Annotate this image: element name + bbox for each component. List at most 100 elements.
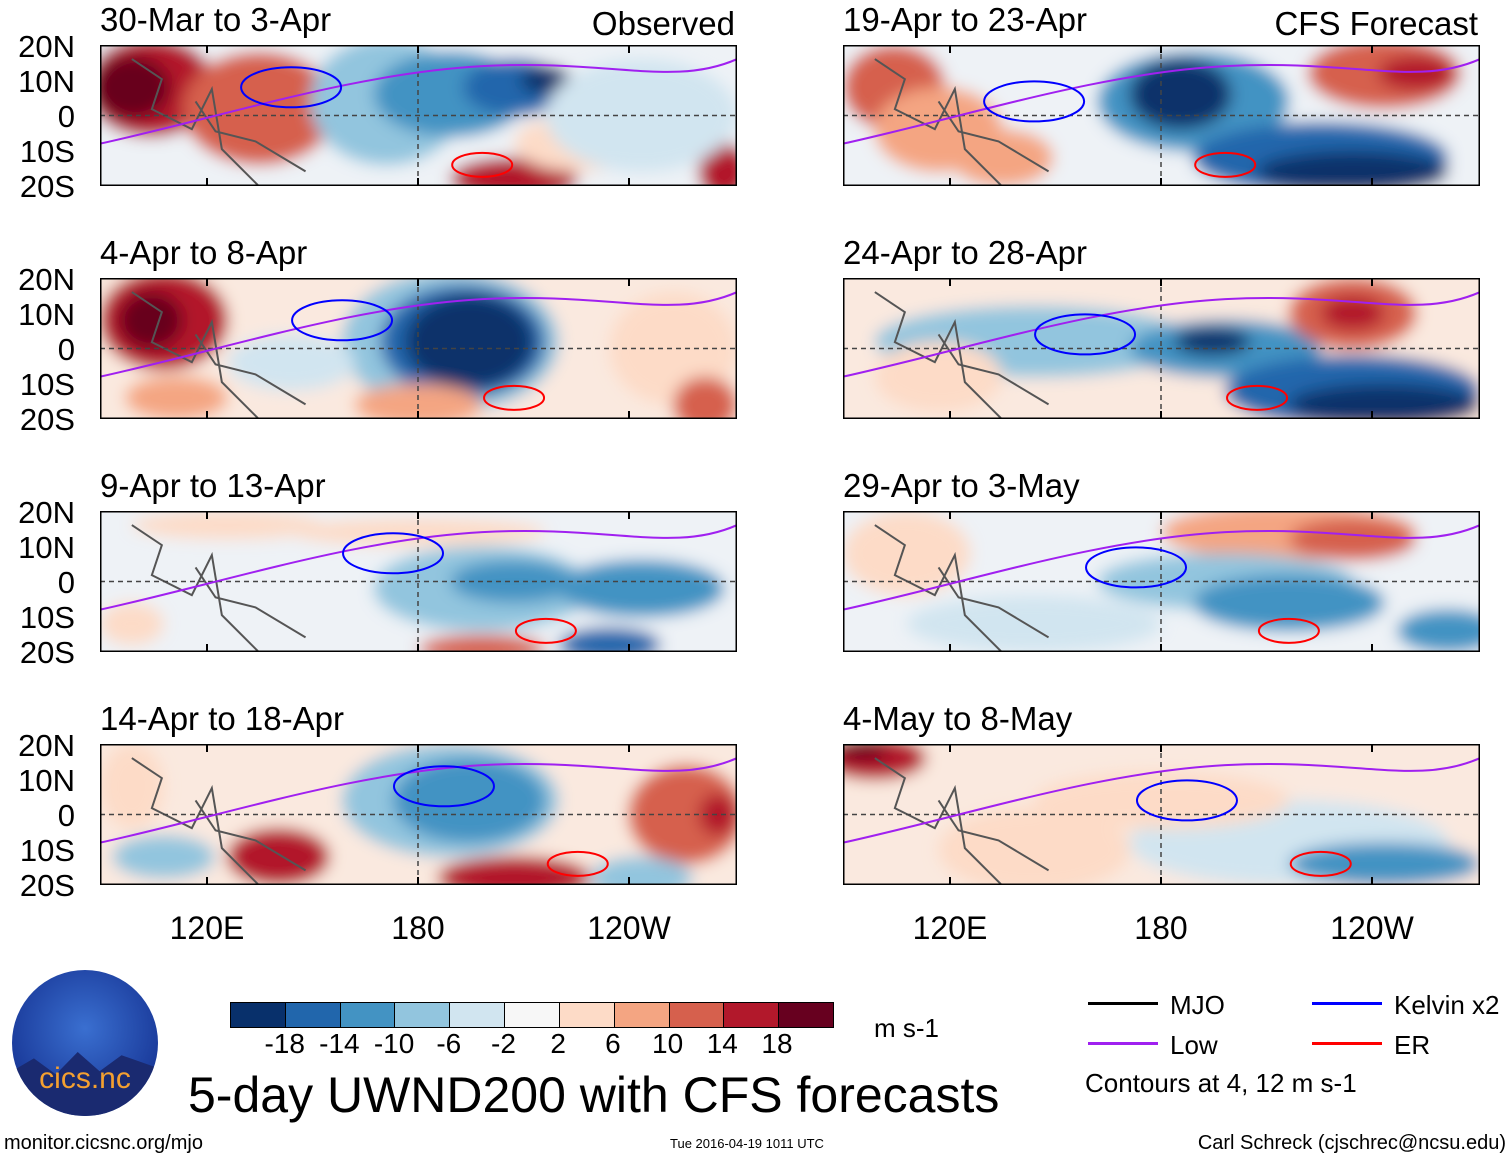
footer-url[interactable]: monitor.cicsnc.org/mjo: [4, 1132, 203, 1154]
panel-title: 4-Apr to 8-Apr: [100, 234, 308, 271]
er-contour: [451, 151, 514, 178]
low-contour: [100, 524, 737, 611]
anomaly-field: [951, 129, 1054, 186]
anomaly-field: [558, 560, 725, 617]
anomaly-field: [1378, 56, 1455, 91]
er-contour: [1226, 384, 1289, 411]
er-contour: [514, 617, 577, 644]
coastline: [131, 58, 307, 186]
anomaly-field: [558, 628, 661, 652]
anomaly-field: [1320, 296, 1385, 331]
panel-title: 4-May to 8-May: [843, 700, 1073, 737]
coastline: [131, 757, 307, 885]
map-panel: [100, 511, 737, 652]
map-panel: [100, 45, 737, 186]
coastline: [131, 524, 307, 652]
lon-tick-label: 120W: [1330, 910, 1414, 946]
coastline: [874, 524, 1050, 652]
lat-tick-label: 0: [57, 99, 75, 134]
panel-title: 19-Apr to 23-Apr: [843, 1, 1087, 38]
colorbar: [230, 1002, 834, 1028]
lon-tick-label: 120W: [587, 910, 671, 946]
kelvin-contour: [1135, 779, 1238, 822]
anomaly-field: [1397, 609, 1480, 652]
footer-timestamp: Tue 2016-04-19 1011 UTC: [670, 1136, 824, 1151]
anomaly-field: [354, 383, 483, 419]
lat-tick-label: 10S: [19, 134, 75, 169]
legend-line: [1312, 1042, 1382, 1045]
anomaly-field: [1129, 59, 1232, 130]
colorbar-tick-label: 18: [761, 1028, 793, 1059]
low-contour: [843, 524, 1480, 611]
legend-label: MJO: [1170, 990, 1225, 1020]
panel-title: 14-Apr to 18-Apr: [100, 700, 344, 737]
kelvin-contour: [240, 66, 343, 109]
legend-label: ER: [1394, 1030, 1431, 1060]
kelvin-contour: [392, 765, 495, 808]
kelvin-contour: [291, 299, 394, 342]
lat-tick-label: 10N: [18, 530, 75, 565]
lat-tick-label: 0: [57, 332, 75, 367]
lat-tick-label: 10S: [19, 833, 75, 868]
lat-tick-label: 20S: [19, 402, 75, 437]
map-panel: [843, 511, 1480, 652]
anomaly-field: [698, 793, 737, 836]
colorbar-swatch: [505, 1003, 560, 1027]
low-contour: [843, 757, 1480, 844]
anomaly-field: [906, 595, 1162, 652]
coastline: [874, 291, 1050, 419]
colorbar-swatch: [231, 1003, 286, 1027]
anomaly-field: [1193, 574, 1385, 631]
panel-title: 30-Mar to 3-Apr: [100, 1, 332, 38]
lat-tick-label: 20N: [18, 29, 75, 64]
anomaly-field: [673, 376, 737, 419]
panel-title: 9-Apr to 13-Apr: [100, 467, 326, 504]
lon-tick-label: 180: [391, 910, 445, 946]
lon-tick-label: 120E: [169, 910, 245, 946]
anomaly-field: [938, 807, 1130, 885]
anomaly-field: [119, 292, 183, 349]
kelvin-contour: [983, 80, 1086, 123]
logo-text: cics.nc: [39, 1062, 131, 1095]
colorbar-tick-label: 6: [605, 1028, 621, 1059]
colorbar-swatch: [395, 1003, 451, 1027]
lat-tick-label: 10S: [19, 600, 75, 635]
map-panel: [843, 278, 1480, 419]
legend-line: [1088, 1042, 1158, 1045]
colorbar-swatch: [669, 1003, 725, 1027]
colorbar-swatch: [450, 1003, 506, 1027]
anomaly-field: [1288, 518, 1417, 561]
map-panel: [843, 744, 1480, 885]
anomaly-field: [100, 602, 164, 645]
anomaly-field: [1174, 327, 1251, 356]
colorbar-tick-label: 10: [652, 1028, 684, 1059]
lat-tick-label: 20N: [18, 495, 75, 530]
kelvin-contour: [1085, 546, 1188, 589]
figure-title: 5-day UWND200 with CFS forecasts: [188, 1067, 1000, 1123]
colorbar-swatch: [559, 1003, 615, 1027]
colorbar-swatch: [614, 1003, 670, 1027]
legend-label: Low: [1170, 1030, 1218, 1060]
low-contour: [100, 757, 737, 844]
anomaly-field: [418, 635, 546, 652]
lat-tick-label: 10N: [18, 64, 75, 99]
anomaly-field: [182, 52, 336, 165]
lat-tick-label: 10N: [18, 297, 75, 332]
anomaly-field: [1257, 150, 1449, 186]
coastline: [874, 757, 1050, 885]
anomaly-field: [227, 828, 330, 885]
anomaly-field: [874, 341, 1003, 412]
coastline: [131, 291, 307, 419]
logo: cics.nc: [12, 970, 158, 1116]
colorbar-tick-label: -14: [319, 1028, 360, 1059]
low-contour: [843, 291, 1480, 378]
low-contour: [100, 291, 737, 378]
anomaly-field: [112, 835, 215, 878]
er-contour: [1194, 151, 1257, 178]
colorbar-tick-label: 2: [550, 1028, 566, 1059]
lat-tick-label: 0: [57, 565, 75, 600]
anomaly-field: [405, 294, 534, 388]
panel-title: 24-Apr to 28-Apr: [843, 234, 1087, 271]
lat-tick-label: 0: [57, 798, 75, 833]
legend-line: [1088, 1002, 1158, 1005]
